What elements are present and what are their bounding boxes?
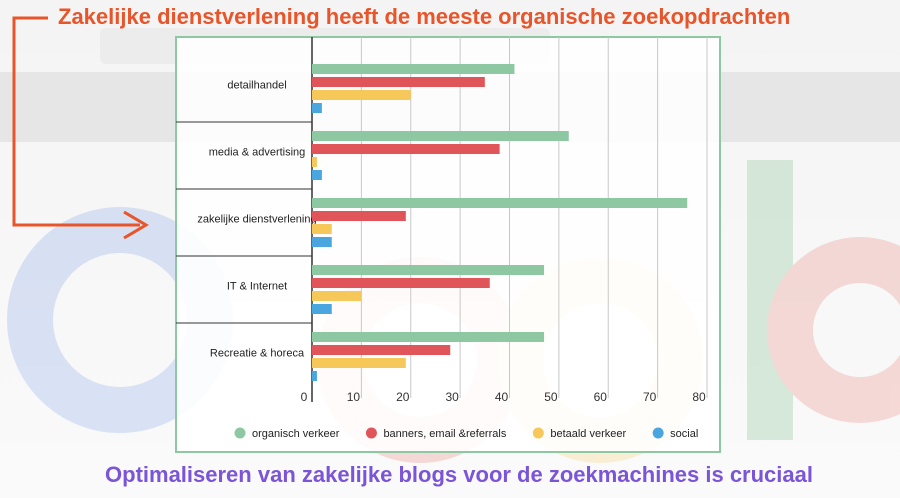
bar bbox=[312, 345, 451, 355]
arrow bbox=[12, 16, 140, 227]
bar bbox=[312, 224, 332, 234]
x-tick-label: 0 bbox=[301, 390, 308, 404]
bar bbox=[312, 265, 545, 275]
legend-label: banners, email &referrals bbox=[383, 428, 506, 440]
bar bbox=[312, 103, 322, 113]
bar bbox=[312, 144, 500, 154]
legend-marker bbox=[234, 427, 246, 439]
x-tick-label: 40 bbox=[495, 390, 509, 404]
bar bbox=[312, 77, 485, 87]
x-tick-label: 80 bbox=[692, 390, 706, 404]
legend-label: organisch verkeer bbox=[252, 428, 340, 440]
category-label: zakelijke dienstverlening bbox=[197, 213, 316, 225]
bar bbox=[312, 157, 317, 167]
arrow-head bbox=[123, 210, 149, 240]
legend-marker bbox=[532, 427, 544, 439]
bar bbox=[312, 291, 362, 301]
bar bbox=[312, 237, 332, 247]
bar bbox=[312, 198, 688, 208]
x-tick-label: 10 bbox=[347, 390, 361, 404]
bar bbox=[312, 358, 406, 368]
bar bbox=[312, 278, 490, 288]
x-tick-label: 50 bbox=[544, 390, 558, 404]
x-tick-label: 60 bbox=[594, 390, 608, 404]
chart-frame bbox=[175, 36, 721, 453]
bar bbox=[312, 90, 411, 100]
caption: Optimaliseren van zakelijke blogs voor d… bbox=[105, 462, 813, 487]
category-label: media & advertising bbox=[209, 146, 306, 158]
bar bbox=[312, 131, 569, 141]
x-tick-label: 20 bbox=[396, 390, 410, 404]
bar bbox=[312, 371, 317, 381]
bar bbox=[312, 332, 545, 342]
bar bbox=[312, 304, 332, 314]
legend-label: betaald verkeer bbox=[550, 428, 626, 440]
bar bbox=[312, 211, 406, 221]
category-label: Recreatie & horeca bbox=[210, 347, 305, 359]
category-label: IT & Internet bbox=[227, 280, 287, 292]
x-tick-label: 30 bbox=[445, 390, 459, 404]
bar bbox=[312, 64, 515, 74]
legend-marker bbox=[365, 427, 377, 439]
category-label: detailhandel bbox=[227, 79, 286, 91]
legend-marker bbox=[652, 427, 664, 439]
bar bbox=[312, 170, 322, 180]
x-tick-label: 70 bbox=[643, 390, 657, 404]
chart-title: Zakelijke dienstverlening heeft de meest… bbox=[58, 4, 790, 29]
legend-label: social bbox=[670, 428, 698, 440]
